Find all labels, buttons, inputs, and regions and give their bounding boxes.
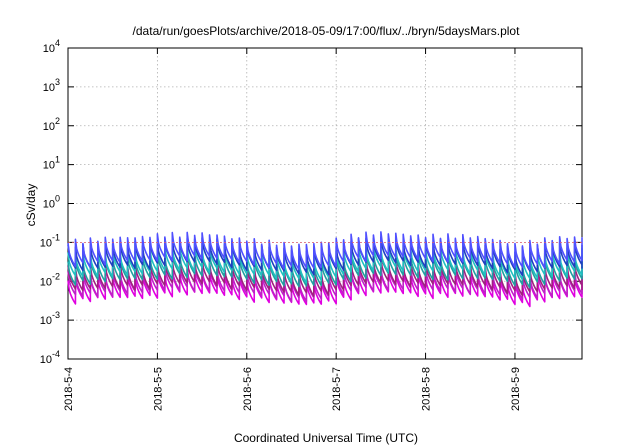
y-tick-label: 103 bbox=[43, 77, 60, 94]
x-tick-label: 2018-5-5 bbox=[152, 367, 164, 411]
x-tick-label: 2018-5-6 bbox=[242, 367, 254, 411]
y-tick-label: 10-2 bbox=[40, 271, 60, 288]
series-lines bbox=[67, 231, 583, 308]
y-tick-label: 104 bbox=[43, 38, 60, 55]
y-tick-label: 10-3 bbox=[40, 310, 60, 327]
x-tick-labels: 2018-5-4 2018-5-5 2018-5-6 2018-5-7 2018-5-8… bbox=[63, 367, 522, 411]
y-tick-label: 102 bbox=[43, 116, 60, 133]
y-tick-label: 100 bbox=[43, 194, 60, 211]
x-tick-label: 2018-5-9 bbox=[510, 367, 522, 411]
x-tick-label: 2018-5-4 bbox=[63, 367, 75, 411]
y-tick-label: 10-4 bbox=[40, 349, 60, 366]
x-tick-label: 2018-5-7 bbox=[331, 367, 343, 411]
x-axis-label: Coordinated Universal Time (UTC) bbox=[234, 431, 418, 445]
chart-title: /data/run/goesPlots/archive/2018-05-09/1… bbox=[133, 24, 521, 38]
y-tick-label: 101 bbox=[43, 155, 60, 172]
y-tick-labels: 10-4 10-3 10-2 10-1 100 101 102 103 104 bbox=[40, 38, 60, 366]
y-tick-label: 10-1 bbox=[40, 232, 60, 249]
grid-lines bbox=[67, 47, 582, 360]
x-tick-label: 2018-5-8 bbox=[421, 367, 433, 411]
y-axis-label: cSv/day bbox=[24, 184, 38, 227]
series-line bbox=[67, 231, 583, 271]
